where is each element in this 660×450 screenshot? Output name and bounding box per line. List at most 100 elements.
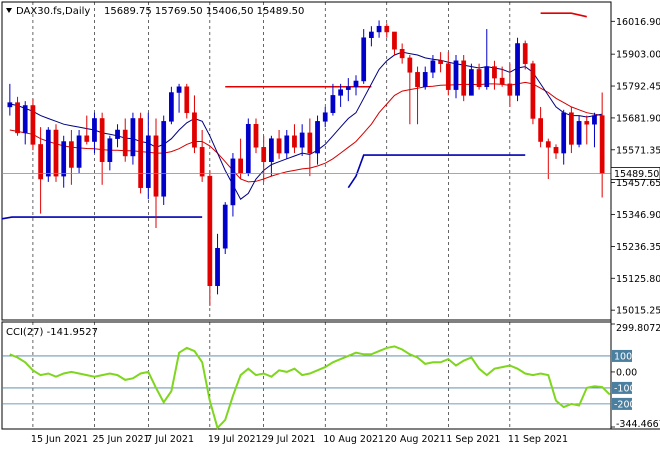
candle-body <box>476 69 482 87</box>
price-tick-label: 16016.90 <box>616 17 660 28</box>
price-tick-label: 15792.45 <box>616 82 660 93</box>
candle-body <box>592 115 597 125</box>
candle-body <box>99 118 105 162</box>
candle-body <box>369 31 374 38</box>
price-tick-label: 15571.35 <box>616 145 660 156</box>
candle-body <box>422 72 428 87</box>
cci-tick-label: -344.4667 <box>616 419 660 430</box>
candlesticks <box>7 20 605 306</box>
candle-body <box>584 121 590 125</box>
candle-body <box>153 135 159 197</box>
date-tick-label: 10 Aug 2021 <box>323 434 384 445</box>
candle-body <box>15 102 20 134</box>
candle-body <box>553 147 559 154</box>
date-tick-label: 7 Jul 2021 <box>146 434 194 445</box>
current-price-tag <box>610 166 660 180</box>
date-tick-label: 1 Sep 2021 <box>446 434 500 445</box>
candle-body <box>353 80 359 87</box>
date-tick-label: 19 Jul 2021 <box>208 434 262 445</box>
candle-body <box>161 121 167 197</box>
candle-body <box>107 138 113 162</box>
candle-body <box>130 118 136 157</box>
cci-axis-labels: 299.8072 100 0.00 -100 -200 -344.4667 <box>611 323 660 430</box>
candle-body <box>284 135 290 154</box>
candle-body <box>430 60 436 73</box>
candle-body <box>445 63 451 90</box>
candle-body <box>530 63 536 119</box>
candle-body <box>384 25 390 33</box>
candle-body <box>261 147 267 162</box>
candle-body <box>69 141 74 168</box>
price-tick-label: 15903.00 <box>616 50 660 61</box>
candle-body <box>315 121 320 154</box>
candle-body <box>399 49 405 59</box>
candle-body <box>145 135 151 188</box>
candle-body <box>545 141 551 148</box>
candle-body <box>599 115 605 174</box>
candle-body <box>184 86 190 113</box>
candle-body <box>538 118 543 142</box>
cci-level-badge <box>612 397 632 410</box>
cci-tick-label: -200 <box>614 399 636 410</box>
price-tick-label: 15681.90 <box>616 113 660 124</box>
candle-body <box>576 121 582 145</box>
candle-body <box>361 37 367 82</box>
candle-body <box>276 138 282 154</box>
candle-body <box>499 77 505 85</box>
candle-body <box>176 86 182 93</box>
date-tick-label: 15 Jun 2021 <box>31 434 88 445</box>
candle-body <box>407 57 413 73</box>
candle-body <box>61 141 67 177</box>
price-tick-label: 15457.65 <box>616 178 660 189</box>
candle-body <box>561 112 567 154</box>
candle-body <box>330 95 336 113</box>
price-tick-label: 15015.25 <box>616 306 660 317</box>
cci-tick-label: 299.8072 <box>616 323 660 334</box>
candle-body <box>515 43 520 96</box>
candle-body <box>45 129 51 177</box>
candle-body <box>22 105 28 134</box>
candle-body <box>469 69 474 96</box>
candle-body <box>245 123 251 174</box>
support-level-mid <box>347 154 526 189</box>
cci-tick-label: 0.00 <box>616 367 637 378</box>
price-tick-label: 15236.35 <box>616 242 660 253</box>
candle-body <box>299 132 305 148</box>
upper-level <box>540 12 587 18</box>
support-level-low <box>1 216 203 220</box>
candle-body <box>138 118 143 188</box>
candle-body <box>215 247 220 286</box>
candle-body <box>569 112 574 145</box>
cci-tick-label: 100 <box>614 351 632 362</box>
candle-body <box>484 66 490 87</box>
candle-body <box>345 86 351 90</box>
symbol-arrow-icon <box>6 8 12 13</box>
candle-body <box>269 138 274 162</box>
date-tick-label: 11 Sep 2021 <box>508 434 568 445</box>
candle-body <box>7 102 13 108</box>
candle-body <box>199 147 205 177</box>
cci-line <box>9 345 611 430</box>
candle-body <box>53 129 59 177</box>
candle-body <box>322 112 328 122</box>
candle-body <box>253 123 259 148</box>
candle-body <box>307 132 313 154</box>
candle-body <box>169 92 174 122</box>
chart-symbol: DAX30.fs,Daily <box>16 6 90 17</box>
current-price-label: 15489.50 <box>614 169 659 180</box>
candle-body <box>84 135 90 142</box>
candle-body <box>415 72 420 87</box>
price-tick-label: 15125.80 <box>616 274 660 285</box>
chart-ohlc-values: 15689.75 15769.50 15406,50 15489.50 <box>104 6 304 17</box>
candle-body <box>230 158 236 206</box>
candle-body <box>192 112 197 148</box>
candle-body <box>392 31 397 50</box>
candle-body <box>115 129 120 139</box>
candle-body <box>76 135 82 168</box>
candle-body <box>492 66 497 79</box>
ma-fast-line <box>9 51 603 200</box>
candle-body <box>92 118 97 142</box>
price-tick-label: 15346.90 <box>616 210 660 221</box>
